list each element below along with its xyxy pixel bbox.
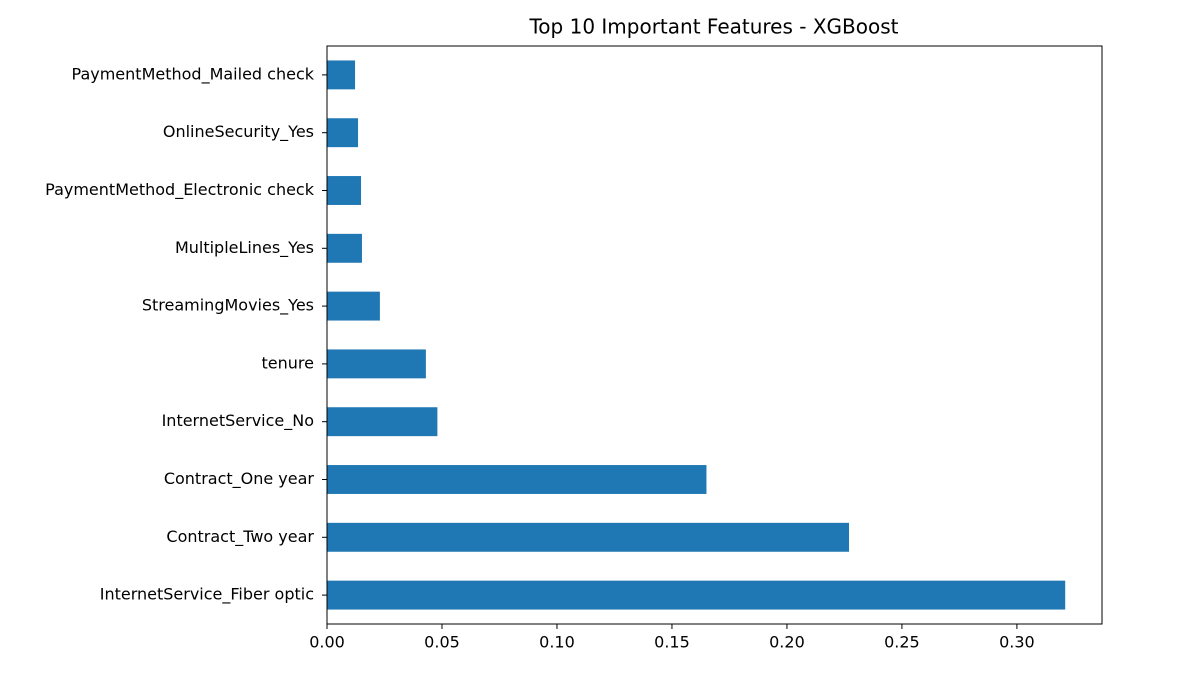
bar bbox=[327, 233, 362, 263]
bar bbox=[327, 407, 438, 437]
plot-frame bbox=[326, 45, 1103, 625]
bar bbox=[327, 60, 356, 90]
y-tick-label: MultipleLines_Yes bbox=[175, 238, 314, 258]
bar bbox=[327, 118, 359, 148]
x-tick-label: 0.20 bbox=[769, 633, 805, 652]
bar bbox=[327, 176, 362, 205]
x-tick-label: 0.25 bbox=[884, 633, 920, 652]
bar bbox=[327, 580, 1066, 610]
y-tick-label: Contract_One year bbox=[164, 469, 315, 489]
chart-title: Top 10 Important Features - XGBoost bbox=[528, 15, 898, 39]
y-tick-label: PaymentMethod_Mailed check bbox=[72, 64, 315, 84]
y-tick-label: Contract_Two year bbox=[166, 527, 314, 547]
bar bbox=[327, 291, 380, 321]
y-tick-label: InternetService_No bbox=[162, 411, 314, 431]
bar bbox=[327, 522, 850, 552]
y-tick-label: InternetService_Fiber optic bbox=[100, 585, 314, 605]
x-tick-label: 0.10 bbox=[539, 633, 575, 652]
x-tick-label: 0.05 bbox=[424, 633, 460, 652]
bar bbox=[327, 349, 426, 379]
y-tick-label: tenure bbox=[262, 353, 314, 372]
x-tick-label: 0.30 bbox=[999, 633, 1035, 652]
y-tick-label: PaymentMethod_Electronic check bbox=[45, 180, 315, 200]
y-tick-label: OnlineSecurity_Yes bbox=[163, 122, 314, 142]
x-tick-label: 0.00 bbox=[309, 633, 345, 652]
y-tick-label: StreamingMovies_Yes bbox=[142, 296, 314, 316]
bar bbox=[327, 465, 707, 494]
x-tick-label: 0.15 bbox=[654, 633, 690, 652]
